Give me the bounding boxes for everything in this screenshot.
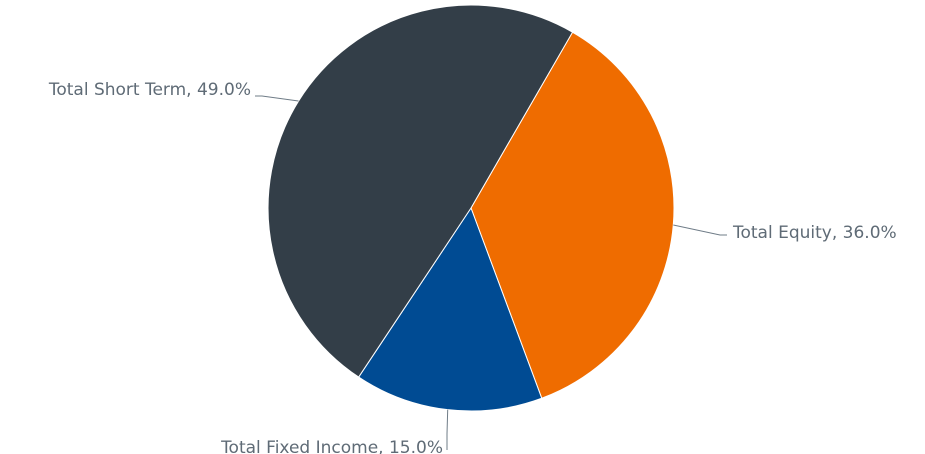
- slice-label-total-fixed-income: Total Fixed Income, 15.0%: [220, 438, 443, 454]
- leader-line-total-short-term: [255, 95, 299, 102]
- pie-slice-total-equity: [470, 31, 675, 399]
- slice-labels: Total Equity, 36.0% Total Fixed Income, …: [48, 80, 897, 454]
- pie-slice-total-fixed-income: [357, 206, 543, 412]
- slice-label-total-equity: Total Equity, 36.0%: [732, 223, 897, 243]
- pie-slice-total-short-term: [267, 4, 574, 378]
- leader-lines: [255, 95, 727, 450]
- slice-label-total-short-term: Total Short Term, 49.0%: [48, 80, 251, 100]
- leader-line-total-fixed-income: [446, 409, 449, 450]
- pie-slices: [267, 4, 675, 412]
- leader-line-total-equity: [673, 224, 727, 236]
